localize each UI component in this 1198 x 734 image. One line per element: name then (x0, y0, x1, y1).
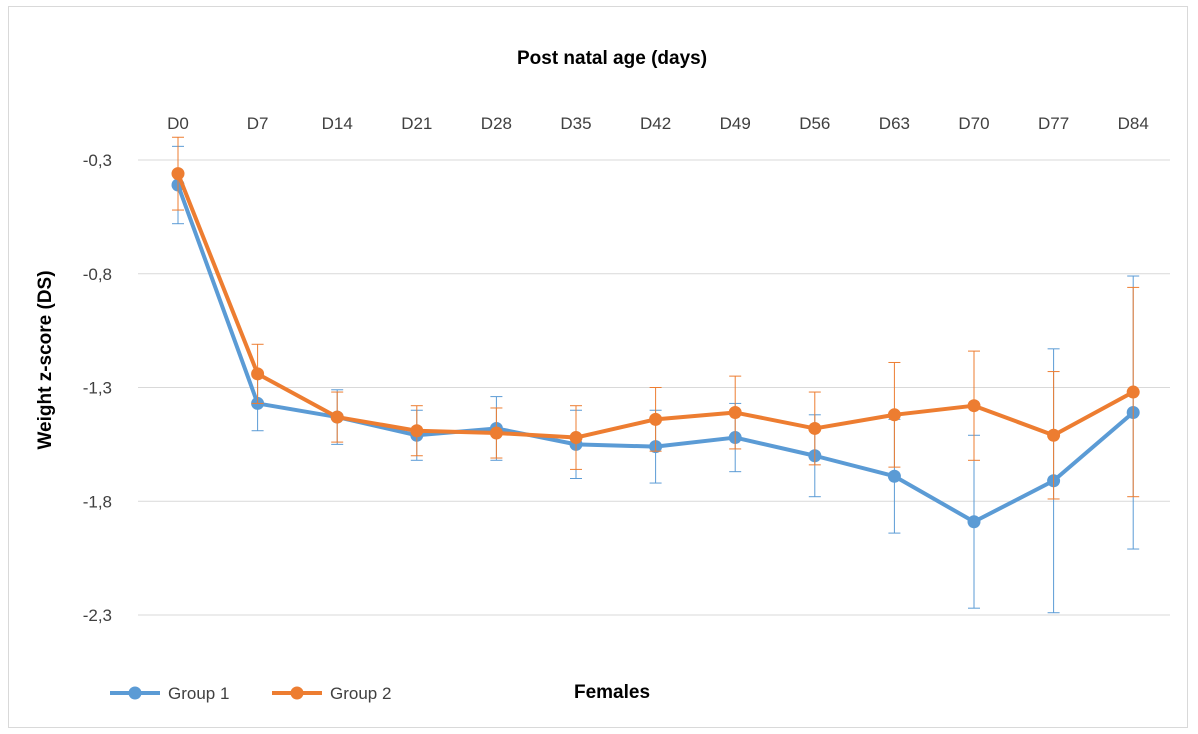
data-point (967, 399, 981, 413)
data-point (1126, 385, 1140, 399)
legend-item: Group 1 (110, 684, 229, 703)
y-tick-label: -1,3 (83, 379, 112, 398)
x-tick-label: D42 (640, 114, 671, 133)
chart-title: Post natal age (days) (517, 48, 707, 69)
data-point (330, 410, 344, 424)
y-axis-label: Weight z-score (DS) (35, 270, 56, 449)
legend-swatch-marker (128, 686, 142, 700)
series-1 (171, 145, 1140, 614)
y-tick-label: -1,8 (83, 492, 112, 511)
x-tick-label: D21 (401, 114, 432, 133)
data-point (489, 426, 503, 440)
x-tick-label: D77 (1038, 114, 1069, 133)
x-tick-label: D35 (560, 114, 591, 133)
data-point (887, 469, 901, 483)
data-point (887, 408, 901, 422)
legend-label: Group 2 (330, 684, 391, 703)
data-point (569, 431, 583, 445)
x-tick-label: D49 (720, 114, 751, 133)
y-tick-label: -2,3 (83, 606, 112, 625)
legend-swatch-marker (290, 686, 304, 700)
x-tick-label: D28 (481, 114, 512, 133)
series-2 (171, 136, 1140, 500)
data-point (728, 406, 742, 420)
x-tick-label: D56 (799, 114, 830, 133)
legend-item: Group 2 (272, 684, 391, 703)
data-point (171, 167, 185, 181)
data-point (1047, 428, 1061, 442)
series-layer (171, 136, 1140, 614)
data-point (251, 367, 265, 381)
x-tick-label: D14 (322, 114, 353, 133)
x-tick-label: D63 (879, 114, 910, 133)
x-tick-label: D7 (247, 114, 269, 133)
x-tick-label: D84 (1118, 114, 1149, 133)
data-point (649, 412, 663, 426)
x-tick-label: D0 (167, 114, 189, 133)
x-tick-label: D70 (958, 114, 989, 133)
legend: Group 1 Group 2 (110, 684, 391, 703)
y-tick-label: -0,3 (83, 151, 112, 170)
data-point (410, 424, 424, 438)
y-tick-label: -0,8 (83, 265, 112, 284)
x-axis-label: Females (574, 682, 650, 703)
legend-label: Group 1 (168, 684, 229, 703)
data-point (808, 421, 822, 435)
x-axis-ticks: D0 D7 D14 D21 D28 D35 D42 D49 D56 D63 D70 D77 D84 (167, 114, 1149, 133)
y-axis-ticks: -0,3 -0,8 -1,3 -1,8 -2,3 (83, 151, 112, 625)
chart-frame (8, 6, 1188, 728)
data-point (967, 515, 981, 529)
